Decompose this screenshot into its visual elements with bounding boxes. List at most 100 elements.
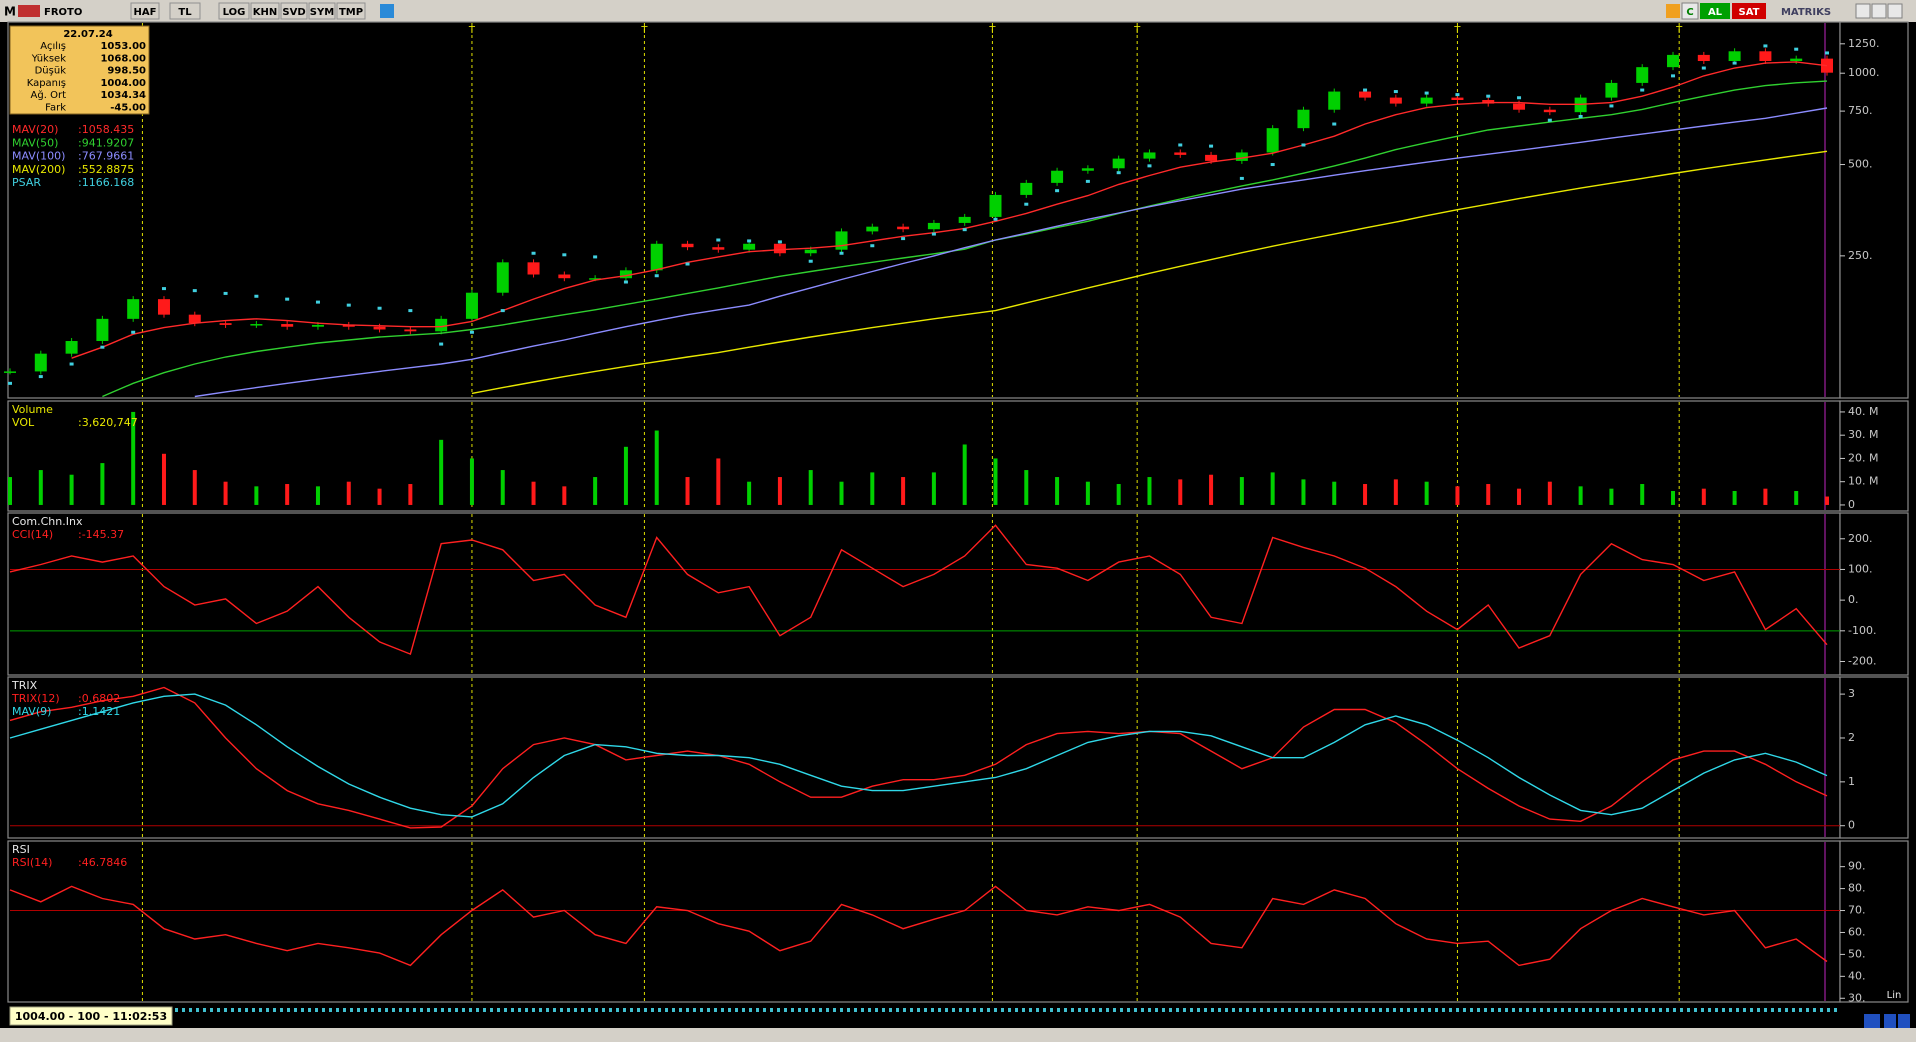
moving-average — [194, 107, 1828, 398]
moving-average — [71, 61, 1828, 359]
volume-bar — [1640, 484, 1645, 505]
psar-dot — [1363, 88, 1368, 92]
info-label: Fark — [45, 103, 66, 114]
toolbar-buttons: HAF TL LOG KHN SVD SYM TMP — [130, 2, 366, 20]
psar-dot — [654, 274, 659, 278]
scale-mode[interactable]: Lin — [1887, 990, 1902, 1001]
psar-dot — [593, 255, 598, 259]
minimize-button[interactable] — [1855, 3, 1871, 19]
twitter-icon[interactable] — [380, 4, 394, 18]
psar-dot — [1609, 104, 1614, 108]
candle — [589, 278, 602, 280]
refresh-icon[interactable] — [1864, 1014, 1880, 1028]
candle — [465, 292, 478, 319]
psar-dot — [69, 362, 74, 366]
psar-dot — [1671, 74, 1676, 78]
info-value: -45.00 — [110, 103, 146, 114]
y-tick-label: 40. — [1848, 969, 1866, 982]
volume-bar — [962, 444, 967, 505]
candle — [804, 249, 817, 254]
psar-dot — [1547, 118, 1552, 122]
candle — [1790, 58, 1803, 62]
volume-bar — [315, 486, 320, 505]
panel-title: Volume — [12, 403, 53, 416]
toolbar-button[interactable]: KHN — [253, 7, 278, 18]
flash-icon[interactable] — [1666, 4, 1680, 18]
volume-bar — [716, 458, 721, 505]
candle — [866, 226, 879, 232]
symbol[interactable]: FROTO — [44, 7, 82, 18]
candle — [1174, 152, 1187, 155]
legend-value: :1166.168 — [78, 176, 134, 189]
toolbar-button[interactable]: TMP — [339, 7, 363, 18]
candle — [1420, 97, 1433, 104]
sat-button-bg — [1732, 3, 1766, 19]
toolbar — [0, 0, 1916, 22]
candle — [1328, 91, 1341, 110]
info-label: Düşük — [35, 66, 67, 77]
volume-bar — [1178, 479, 1183, 505]
toolbar-button-bg — [169, 2, 201, 20]
volume-bar — [1209, 474, 1214, 505]
candle — [897, 226, 910, 230]
y-tick-label: 200. — [1848, 532, 1873, 545]
candle — [619, 270, 632, 279]
candle — [1205, 154, 1218, 161]
info-date: 22.07.24 — [63, 29, 112, 40]
toolbar-button-bg — [250, 2, 280, 20]
scroll-left[interactable] — [1884, 1014, 1896, 1028]
toolbar-button[interactable]: TL — [178, 7, 192, 18]
toolbar-button-bg — [308, 2, 336, 20]
volume-bar — [131, 411, 136, 505]
al-button[interactable]: AL — [1708, 7, 1723, 18]
toolbar-button[interactable]: LOG — [223, 7, 246, 18]
volume-bar — [777, 477, 782, 505]
psar-dot — [1578, 114, 1583, 118]
maximize-button[interactable] — [1871, 3, 1887, 19]
y-tick-label: 60. — [1848, 925, 1866, 938]
volume-bar — [1486, 484, 1491, 505]
psar-dot — [1301, 143, 1306, 147]
y-tick-label: -200. — [1848, 655, 1876, 668]
volume-bar — [377, 488, 382, 505]
panel-title: RSI — [12, 843, 30, 856]
y-tick-label: 250. — [1848, 249, 1873, 262]
volume-bar — [346, 481, 351, 505]
psar-dot — [1763, 44, 1768, 48]
candle — [496, 262, 509, 293]
toolbar-button[interactable]: SVD — [282, 7, 305, 18]
event-label: T — [1675, 25, 1683, 36]
legend-name: MAV(200) — [12, 163, 65, 176]
panel-frame — [7, 512, 1841, 676]
event-label: T — [1453, 25, 1461, 36]
volume-bar — [439, 439, 444, 505]
psar-dot — [716, 238, 721, 242]
psar-dot — [747, 239, 752, 243]
menu-button[interactable]: M — [4, 5, 16, 19]
candle — [1513, 103, 1526, 110]
toolbar-button[interactable]: HAF — [134, 7, 157, 18]
volume-bar — [161, 453, 166, 505]
candle — [281, 324, 294, 327]
candle — [1081, 168, 1094, 171]
scroll-right[interactable] — [1898, 1014, 1910, 1028]
toolbar-button[interactable]: SYM — [310, 7, 334, 18]
y-tick-label: 0 — [1848, 819, 1855, 832]
c-button[interactable]: C — [1686, 7, 1693, 18]
psar-dot — [1486, 94, 1491, 98]
volume-bar — [1732, 491, 1737, 505]
legend-name: TRIX(12) — [11, 692, 60, 705]
psar-dot — [870, 244, 875, 248]
toolbar-button-bg — [280, 2, 308, 20]
sat-button[interactable]: SAT — [1739, 7, 1760, 18]
close-button[interactable] — [1887, 3, 1903, 19]
panel-frame — [7, 400, 1841, 512]
psar-dot — [439, 342, 444, 346]
indicator-line — [9, 693, 1828, 818]
y-tick-label: 1250. — [1848, 37, 1880, 50]
candle — [989, 194, 1002, 217]
psar-dot — [1024, 202, 1029, 206]
status-text: 1004.00 - 100 - 11:02:53 — [15, 1010, 167, 1023]
volume-bar — [469, 458, 474, 505]
legend-name: CCI(14) — [12, 528, 53, 541]
